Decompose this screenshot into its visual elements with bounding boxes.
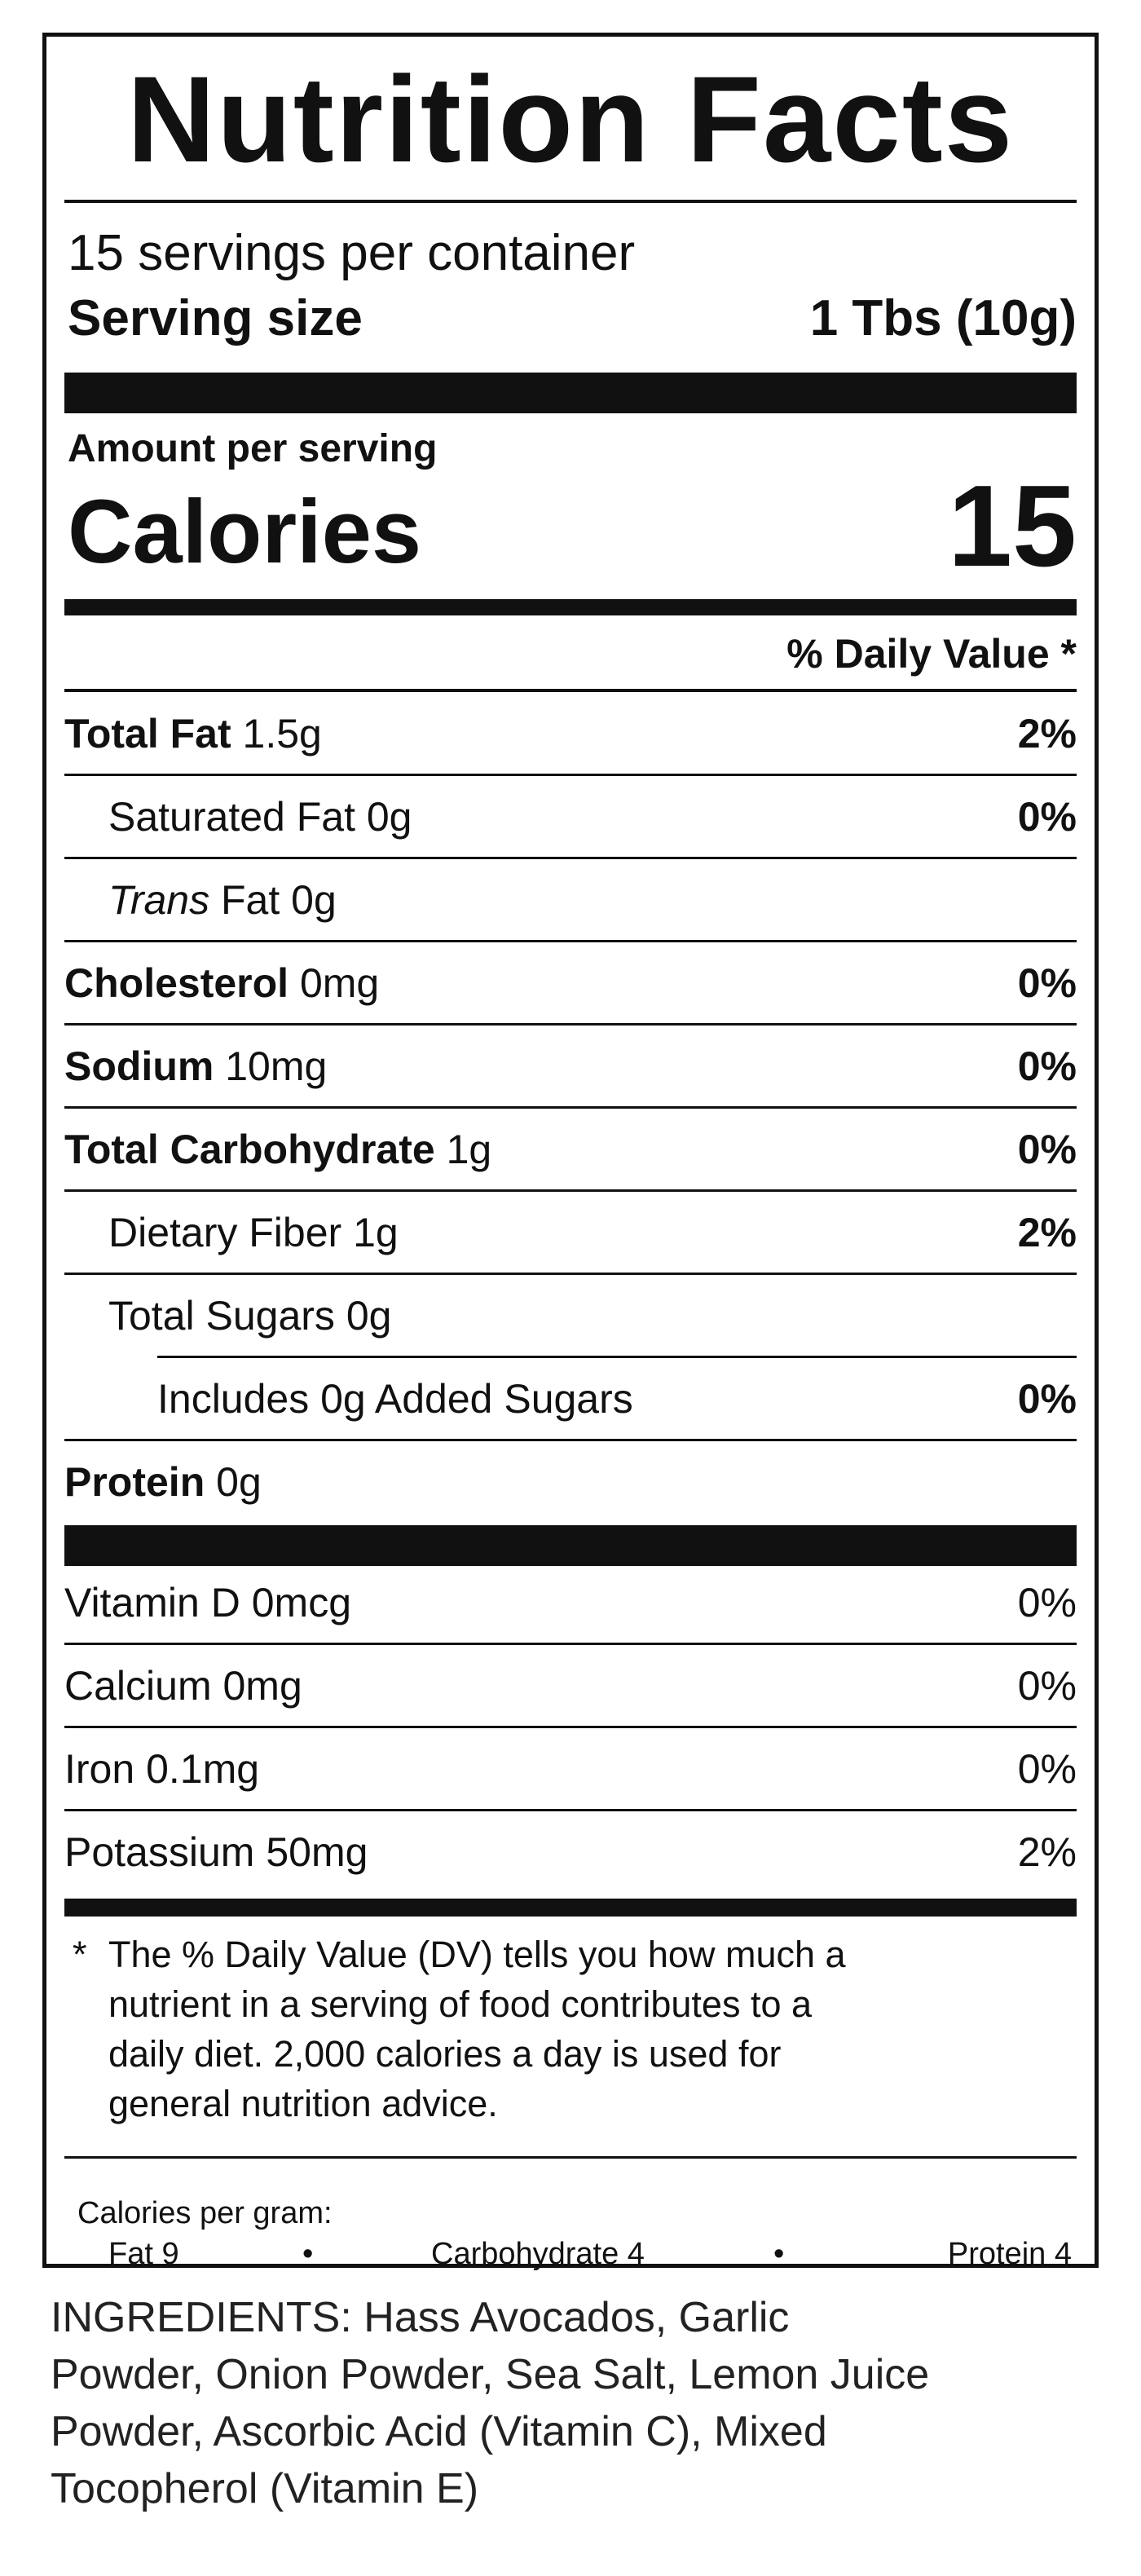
divider-medium: [64, 599, 1077, 615]
ingredients-line: Powder, Ascorbic Acid (Vitamin C), Mixed: [51, 2408, 827, 2455]
nutrient-dv: 2%: [1017, 711, 1077, 756]
nutrient-name: Total Sugars 0g: [108, 1293, 392, 1339]
divider-thin: [64, 1809, 1077, 1811]
footnote-asterisk: *: [73, 1934, 87, 1975]
ingredients-line: INGREDIENTS: Hass Avocados, Garlic: [51, 2294, 790, 2341]
daily-value-header: % Daily Value *: [786, 631, 1077, 677]
footnote-line: daily diet. 2,000 calories a day is used…: [108, 2033, 782, 2075]
divider-thin: [64, 200, 1077, 203]
calories-per-gram-carbohydrate: Carbohydrate 4: [431, 2237, 645, 2271]
vitamin-dv: 2%: [1017, 1829, 1077, 1875]
calories-per-gram-label: Calories per gram:: [77, 2196, 333, 2230]
calories-per-gram-fat: Fat 9: [108, 2237, 179, 2271]
daily-value-footnote: * The % Daily Value (DV) tells you how m…: [64, 1930, 1077, 2128]
divider-thick: [64, 373, 1077, 413]
calories-value: 15: [948, 461, 1077, 591]
footnote-line: nutrient in a serving of food contribute…: [108, 1983, 813, 2025]
divider-thin: [64, 1023, 1077, 1026]
nutrient-row-cholesterol: Cholesterol 0mg 0%: [64, 942, 1077, 1025]
divider-thin: [64, 1189, 1077, 1192]
nutrient-name: Trans Fat 0g: [108, 877, 337, 923]
nutrient-row-sodium: Sodium 10mg 0%: [64, 1025, 1077, 1108]
divider-thin: [64, 2156, 1077, 2159]
divider-thin: [64, 940, 1077, 942]
divider-thin-indented: [157, 1356, 1077, 1358]
nutrient-row-dietary-fiber: Dietary Fiber 1g 2%: [64, 1191, 1077, 1274]
divider-thin: [64, 689, 1077, 692]
ingredients-line: Powder, Onion Powder, Sea Salt, Lemon Ju…: [51, 2351, 930, 2398]
calories-per-gram-separator: •: [302, 2237, 314, 2271]
ingredients-list: INGREDIENTS: Hass Avocados, Garlic Powde…: [51, 2289, 1102, 2517]
nutrient-row-total-fat: Total Fat 1.5g 2%: [64, 692, 1077, 775]
amount-per-serving: Amount per serving: [68, 427, 438, 470]
nutrient-name: Dietary Fiber 1g: [108, 1210, 399, 1255]
footnote-line: general nutrition advice.: [108, 2083, 498, 2124]
nutrient-name: Total Carbohydrate 1g: [64, 1127, 492, 1172]
divider-thin: [64, 1643, 1077, 1645]
label-title: Nutrition Facts: [126, 51, 1015, 187]
vitamin-dv: 0%: [1017, 1580, 1077, 1625]
nutrient-name: Protein 0g: [64, 1459, 262, 1505]
vitamin-dv: 0%: [1017, 1663, 1077, 1709]
nutrient-name: Total Fat 1.5g: [64, 711, 322, 756]
nutrient-dv: 0%: [1017, 1376, 1077, 1422]
vitamin-row-potassium: Potassium 50mg 2%: [64, 1811, 1077, 1894]
divider-thick: [64, 1525, 1077, 1566]
nutrient-dv: 0%: [1017, 960, 1077, 1006]
label-content: Nutrition Facts 15 servings per containe…: [64, 37, 1077, 2271]
nutrient-dv: 2%: [1017, 1210, 1077, 1255]
calories-per-gram-protein: Protein 4: [947, 2237, 1072, 2271]
divider-medium: [64, 1899, 1077, 1917]
divider-thin: [64, 857, 1077, 859]
vitamin-name: Iron 0.1mg: [64, 1746, 260, 1792]
nutrient-row-trans-fat: Trans Fat 0g: [64, 858, 1077, 942]
vitamin-name: Calcium 0mg: [64, 1663, 302, 1709]
divider-thin: [64, 1106, 1077, 1109]
nutrient-name: Sodium 10mg: [64, 1043, 328, 1089]
calories-label: Calories: [68, 482, 422, 582]
divider-thin: [64, 774, 1077, 776]
divider-thin: [64, 1273, 1077, 1275]
ingredients-line: Tocopherol (Vitamin E): [51, 2465, 479, 2512]
nutrient-dv: 0%: [1017, 1043, 1077, 1089]
nutrient-row-total-sugars: Total Sugars 0g: [64, 1274, 1077, 1357]
servings-per-container: 15 servings per container: [68, 225, 636, 281]
vitamin-row-iron: Iron 0.1mg 0%: [64, 1727, 1077, 1811]
nutrition-facts-label: Nutrition Facts 15 servings per containe…: [42, 33, 1099, 2271]
vitamin-row-calcium: Calcium 0mg 0%: [64, 1644, 1077, 1727]
serving-size-value: 1 Tbs (10g): [809, 290, 1077, 346]
footnote-line: The % Daily Value (DV) tells you how muc…: [108, 1934, 846, 1975]
nutrient-name: Cholesterol 0mg: [64, 960, 380, 1006]
serving-size-label: Serving size: [68, 290, 363, 346]
nutrient-row-saturated-fat: Saturated Fat 0g 0%: [64, 775, 1077, 858]
vitamin-row-vitamin-d: Vitamin D 0mcg 0%: [64, 1561, 1077, 1644]
vitamin-dv: 0%: [1017, 1746, 1077, 1792]
nutrient-name: Saturated Fat 0g: [108, 794, 412, 840]
nutrient-dv: 0%: [1017, 1127, 1077, 1172]
vitamin-name: Vitamin D 0mcg: [64, 1580, 351, 1625]
nutrient-row-added-sugars: Includes 0g Added Sugars 0%: [64, 1357, 1077, 1440]
nutrient-dv: 0%: [1017, 794, 1077, 840]
nutrient-row-protein: Protein 0g: [64, 1440, 1077, 1524]
calories-per-gram-separator: •: [773, 2237, 785, 2271]
divider-thin: [64, 1439, 1077, 1441]
vitamin-name: Potassium 50mg: [64, 1829, 368, 1875]
nutrient-row-total-carbohydrate: Total Carbohydrate 1g 0%: [64, 1108, 1077, 1191]
nutrient-name: Includes 0g Added Sugars: [157, 1376, 633, 1422]
divider-thin: [64, 1726, 1077, 1728]
